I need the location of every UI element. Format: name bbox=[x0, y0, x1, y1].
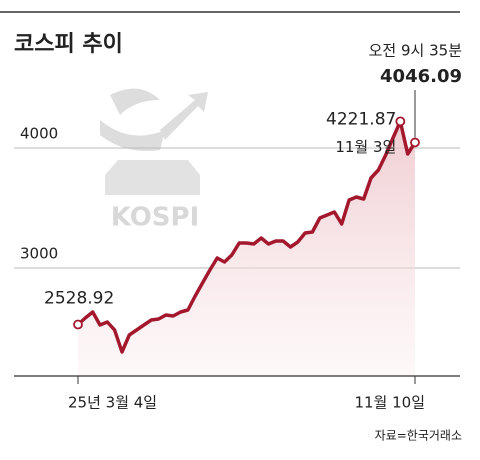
value-label: 4046.09 bbox=[380, 66, 462, 87]
source: 자료=한국거래소 bbox=[375, 429, 462, 443]
y-tick-label: 4000 bbox=[20, 125, 58, 143]
area bbox=[78, 121, 415, 377]
point-marker bbox=[395, 116, 406, 127]
chart-title: 코스피 추이 bbox=[14, 32, 123, 57]
line bbox=[76, 119, 417, 354]
x-tick-label: 11월 10일 bbox=[354, 394, 425, 412]
value-label: 4221.87 bbox=[326, 109, 396, 129]
point-marker bbox=[410, 137, 420, 148]
x-tick-label: 25년 3월 4일 bbox=[68, 394, 157, 412]
annotation: 오전 9시 35분 bbox=[369, 42, 463, 60]
y-tick-label: 3000 bbox=[20, 245, 58, 263]
point-marker bbox=[73, 319, 83, 330]
value-label: 2528.92 bbox=[44, 289, 114, 309]
logo bbox=[100, 88, 208, 195]
annotation: 11월 3일 bbox=[335, 138, 396, 156]
watermark: KOSPI bbox=[111, 203, 200, 233]
